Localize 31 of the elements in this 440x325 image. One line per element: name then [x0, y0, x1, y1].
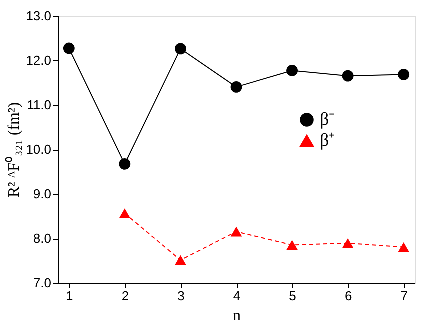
point [63, 42, 75, 54]
x-tick-label: 2 [122, 288, 130, 304]
legend-label: β⁺ [320, 130, 336, 150]
point [342, 70, 354, 82]
y-tick-label: 11.0 [27, 98, 52, 112]
point [175, 43, 186, 55]
y-tick-label: 13.0 [26, 8, 52, 24]
y-tick-label: 7.0 [33, 276, 52, 290]
x-tick-label: 4 [233, 288, 241, 304]
x-axis-title: n [233, 308, 241, 324]
x-tick-label: 7 [400, 288, 408, 304]
y-tick-label: 12.0 [26, 53, 52, 68]
y-axis-title: R² ᴬF⁰₃₂₁ (fm²) [5, 102, 24, 198]
point [119, 208, 131, 219]
y-tick-label: 8.0 [33, 231, 52, 246]
point [230, 82, 242, 93]
x-tick-label: 5 [289, 288, 296, 304]
legend-label: β⁻ [320, 109, 336, 129]
x-tick-label: 6 [344, 288, 352, 304]
point [230, 226, 242, 237]
point [398, 69, 410, 80]
y-tick-label: 10.0 [26, 142, 52, 157]
point [398, 242, 410, 252]
point [286, 240, 298, 250]
point [286, 65, 298, 76]
point [175, 255, 186, 266]
x-tick-label: 1 [66, 288, 74, 304]
point [342, 238, 354, 248]
point [119, 158, 131, 170]
y-tick-label: 9.0 [33, 186, 52, 202]
x-tick-label: 3 [178, 288, 185, 304]
